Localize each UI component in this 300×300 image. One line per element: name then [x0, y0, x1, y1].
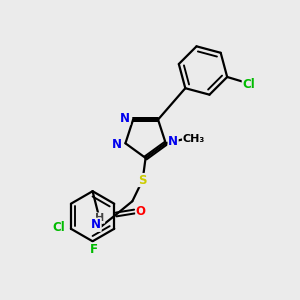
Text: Cl: Cl — [242, 78, 255, 91]
Text: N: N — [168, 135, 178, 148]
Text: O: O — [136, 205, 146, 218]
Text: N: N — [112, 138, 122, 151]
Text: F: F — [90, 243, 98, 256]
Text: N: N — [120, 112, 130, 124]
Text: S: S — [138, 173, 147, 187]
Text: H: H — [95, 213, 105, 223]
Text: CH₃: CH₃ — [183, 134, 205, 144]
Text: N: N — [91, 218, 101, 231]
Text: Cl: Cl — [52, 221, 65, 234]
